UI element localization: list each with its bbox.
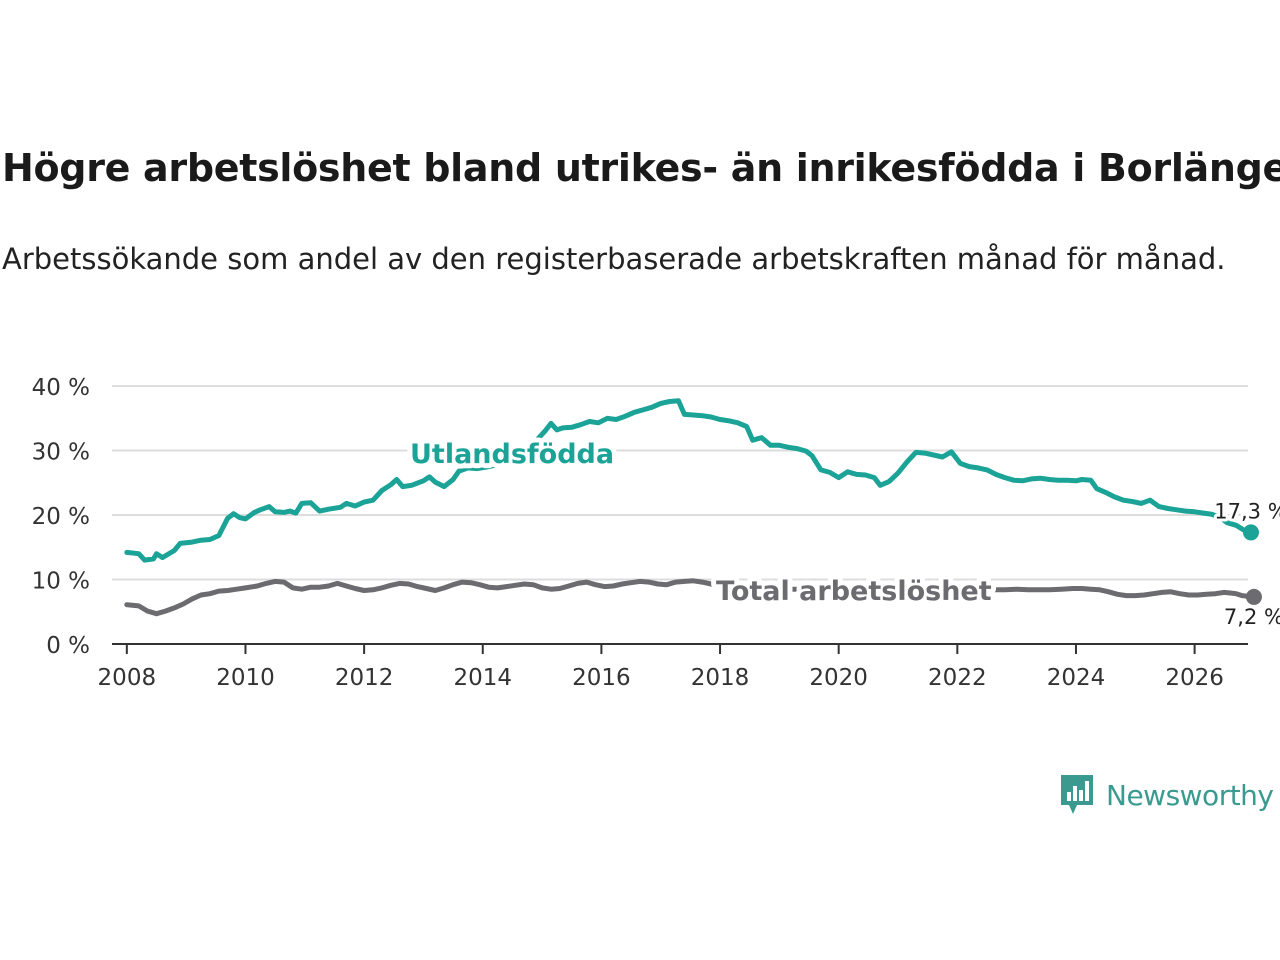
x-tick-label-2026: 2026 [1165, 665, 1224, 691]
series-end-marker-total [1245, 588, 1262, 605]
x-tick-label-2008: 2008 [98, 665, 157, 691]
newsworthy-chart-icon [1061, 775, 1093, 814]
series-end-marker-foreign [1242, 524, 1259, 541]
y-tick-label-40: 40 % [32, 375, 90, 401]
series-end-label-foreign: 17,3 % [1214, 499, 1280, 523]
series-labels: 17,3 % 7,2 % Utlandsfödda Total arbetslöshe… [405, 434, 1280, 632]
x-tick-label-2022: 2022 [928, 665, 987, 691]
newsworthy-brand-name: Newsworthy [1106, 778, 1274, 812]
series-line-total [124, 578, 1257, 617]
line-chart: 0 % 10 % 20 % 30 % 40 % 2008 2010 2012 2014 2016… [32, 375, 1280, 691]
chart-title: Högre arbetslöshet bland utrikes- än inr… [2, 146, 1280, 190]
chart-subtitle: Arbetssökande som andel av den registerb… [2, 242, 1226, 276]
x-tick-label-2010: 2010 [216, 665, 275, 691]
y-tick-label-10: 10 % [32, 569, 90, 595]
x-tick-label-2024: 2024 [1047, 665, 1106, 691]
y-tick-label-20: 20 % [32, 504, 90, 530]
y-tick-label-30: 30 % [32, 440, 90, 466]
newsworthy-logo: Newsworthy [1058, 772, 1274, 818]
x-tick-label-2018: 2018 [691, 665, 750, 691]
series-name-label-total: Total arbetslöshet [716, 576, 992, 607]
x-tick-label-2020: 2020 [809, 665, 868, 691]
y-axis-ticks: 0 % 10 % 20 % 30 % 40 % [32, 375, 90, 659]
y-tick-label-0: 0 % [46, 633, 90, 659]
x-tick-label-2014: 2014 [453, 665, 512, 691]
series-line-foreign [124, 398, 1254, 563]
x-tick-label-2016: 2016 [572, 665, 631, 691]
x-tick-label-2012: 2012 [335, 665, 394, 691]
series-lines [124, 398, 1262, 617]
series-end-label-total: 7,2 % [1224, 605, 1280, 629]
x-axis: 2008 2010 2012 2014 2016 2018 2020 2022 2024 2026 [98, 643, 1248, 691]
series-name-label-foreign: Utlandsfödda [410, 439, 614, 470]
